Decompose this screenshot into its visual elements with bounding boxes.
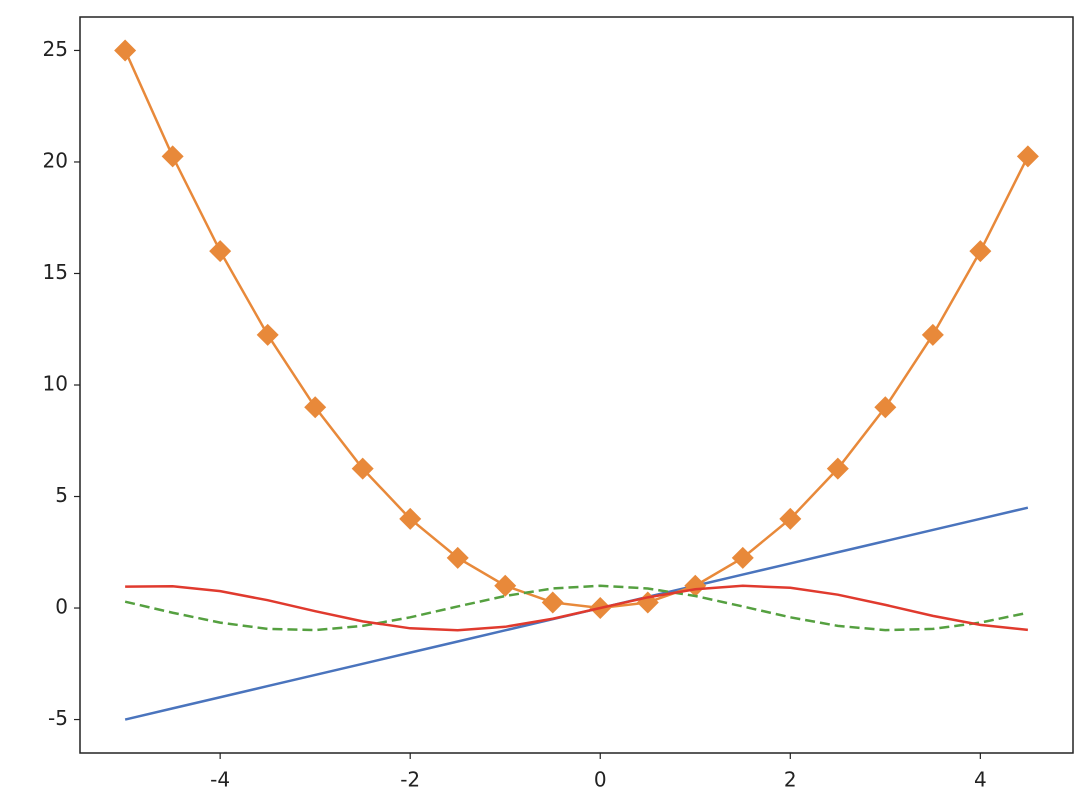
x-tick-label: 2 [784,768,797,792]
point-marker [114,39,137,62]
series-line [124,584,1029,632]
y-tick-label: 0 [55,595,68,619]
point-marker [731,546,754,569]
point-marker [826,457,849,480]
point-marker [399,507,422,530]
y-tick-label: 25 [43,37,68,61]
point-marker [779,507,802,530]
x-tick-label: 4 [974,768,987,792]
point-marker [921,323,944,346]
x-tick-label: -2 [400,768,420,792]
point-marker [351,457,374,480]
point-marker [304,396,327,419]
y-tick-label: 10 [43,372,68,396]
point-marker [494,574,517,597]
point-marker [209,240,232,263]
series-line [123,49,1029,610]
point-marker [256,323,279,346]
y-tick-label: -5 [48,706,68,730]
point-marker [161,145,184,168]
point-marker [541,591,564,614]
point-marker [446,546,469,569]
x-tick-label: -4 [210,768,230,792]
y-tick-label: 20 [43,148,68,172]
point-marker [874,396,897,419]
plot-frame [79,16,1074,754]
point-marker [1016,145,1039,168]
x-tick-label: 0 [594,768,607,792]
y-tick-label: 5 [55,483,68,507]
point-marker [969,240,992,263]
series-line [125,584,1028,632]
y-tick-label: 15 [43,260,68,284]
